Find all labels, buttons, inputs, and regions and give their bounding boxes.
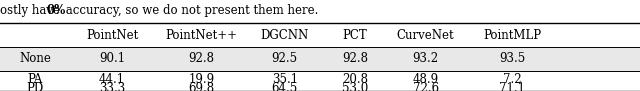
Text: PCT: PCT [343,29,367,41]
Text: PointMLP: PointMLP [483,29,541,41]
Text: 48.9: 48.9 [413,73,438,86]
Text: 92.8: 92.8 [342,52,368,65]
Text: DGCNN: DGCNN [260,29,309,41]
Text: 35.1: 35.1 [272,73,298,86]
Text: 44.1: 44.1 [99,73,125,86]
Text: CurveNet: CurveNet [397,29,454,41]
Text: 92.8: 92.8 [189,52,214,65]
Text: 92.5: 92.5 [272,52,298,65]
Text: 72.6: 72.6 [413,82,438,91]
Text: 33.3: 33.3 [99,82,125,91]
Text: 20.8: 20.8 [342,73,368,86]
Text: 64.5: 64.5 [271,82,298,91]
Text: 7.2: 7.2 [502,73,522,86]
Text: PD: PD [27,82,44,91]
Text: accuracy, so we do not present them here.: accuracy, so we do not present them here… [62,4,319,17]
Text: 53.0: 53.0 [342,82,369,91]
Text: 0%: 0% [47,4,66,17]
Text: 93.5: 93.5 [499,52,525,65]
Text: PA: PA [28,73,43,86]
Text: None: None [19,52,51,65]
Text: PointNet: PointNet [86,29,138,41]
Text: 90.1: 90.1 [99,52,125,65]
Text: 69.8: 69.8 [189,82,214,91]
Text: PointNet++: PointNet++ [166,29,237,41]
Text: 93.2: 93.2 [413,52,438,65]
Text: ostly have: ostly have [0,4,64,17]
Text: 19.9: 19.9 [189,73,214,86]
Text: 71.1: 71.1 [499,82,525,91]
FancyBboxPatch shape [0,47,640,71]
